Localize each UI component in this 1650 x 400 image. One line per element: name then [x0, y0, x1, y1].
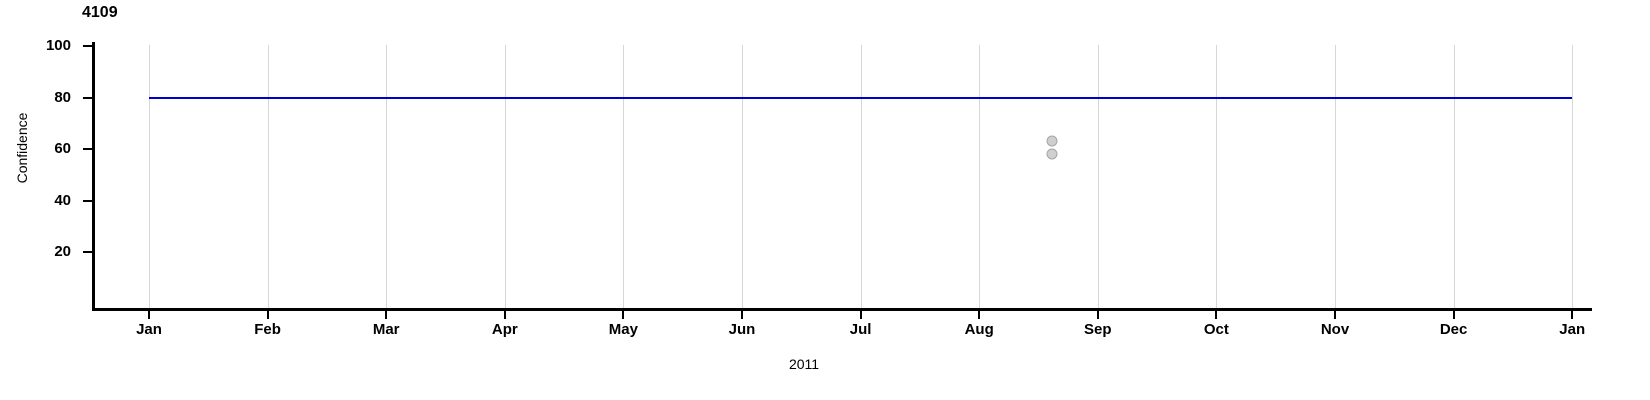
y-tick-label-40: 40 [54, 191, 71, 209]
y-tick-20 [83, 251, 92, 253]
gridline-may-4 [623, 45, 625, 308]
x-tick-label-0: Jan [136, 321, 162, 338]
x-tick-label-1: Feb [254, 321, 281, 338]
x-axis-spine [92, 308, 1592, 311]
x-tick-4 [622, 311, 625, 319]
gridline-jan-12 [1572, 45, 1574, 308]
x-tick-9 [1215, 311, 1218, 319]
x-tick-5 [741, 311, 743, 319]
x-tick-7 [978, 311, 981, 319]
data-point-1[interactable] [1046, 148, 1058, 160]
x-tick-label-3: Apr [491, 321, 518, 338]
y-tick-label-80: 80 [54, 88, 71, 106]
y-tick-60 [83, 148, 92, 150]
data-point-0[interactable] [1046, 135, 1058, 147]
x-tick-label-4: May [608, 321, 638, 338]
x-tick-11 [1452, 311, 1455, 319]
gridline-aug-7 [979, 45, 981, 308]
x-tick-label-6: Jul [849, 321, 872, 338]
x-tick-label-11: Dec [1439, 321, 1468, 338]
gridline-oct-9 [1216, 45, 1218, 308]
x-tick-3 [503, 311, 506, 319]
x-tick-label-9: Oct [1203, 321, 1229, 338]
x-tick-8 [1096, 311, 1099, 319]
y-tick-100 [83, 45, 92, 47]
y-tick-label-20: 20 [54, 243, 71, 260]
gridline-nov-10 [1335, 45, 1336, 308]
x-axis-title: 2011 [0, 356, 1650, 372]
gridline-dec-11 [1453, 45, 1455, 308]
x-tick-label-7: Aug [964, 321, 994, 338]
x-tick-label-10: Nov [1320, 321, 1350, 338]
x-tick-label-12: Jan [1559, 321, 1586, 338]
gridline-jun-5 [742, 45, 743, 308]
gridline-mar-2 [386, 45, 388, 308]
y-tick-label-60: 60 [54, 140, 71, 157]
series-line-threshold [149, 96, 1573, 99]
x-tick-10 [1334, 311, 1336, 319]
x-tick-12 [1571, 311, 1574, 319]
y-tick-label-100: 100 [45, 37, 71, 54]
y-axis-title: Confidence [14, 112, 30, 184]
gridline-sep-8 [1097, 45, 1099, 308]
gridline-jul-6 [860, 45, 862, 308]
x-tick-1 [266, 311, 269, 319]
x-tick-0 [148, 311, 150, 319]
x-tick-6 [859, 311, 862, 319]
y-axis-spine [92, 42, 95, 310]
gridline-apr-3 [504, 45, 506, 308]
x-tick-label-8: Sep [1084, 321, 1112, 338]
gridline-jan-0 [149, 45, 150, 308]
x-tick-label-2: Mar [372, 321, 400, 338]
x-tick-2 [385, 311, 388, 319]
y-tick-80 [83, 96, 92, 99]
y-tick-40 [83, 199, 92, 202]
gridline-feb-1 [267, 45, 269, 308]
chart-title: 4109 [82, 4, 118, 21]
x-tick-label-5: Jun [728, 321, 756, 338]
x-axis-title-text: 2011 [788, 356, 820, 372]
